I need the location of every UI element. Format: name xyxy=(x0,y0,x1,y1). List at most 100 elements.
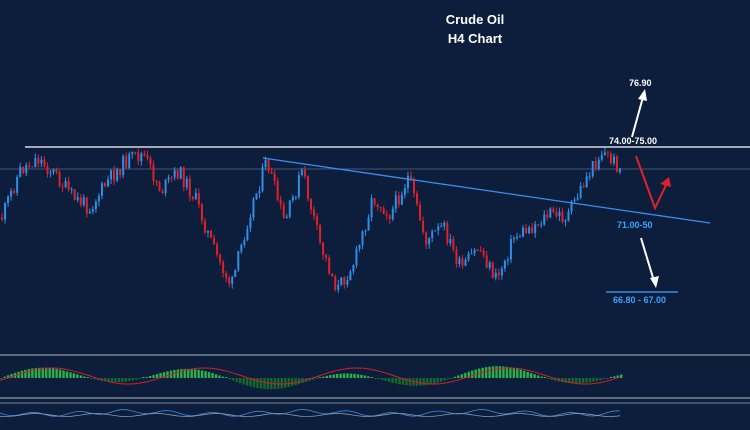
candle-body xyxy=(67,180,70,191)
histogram-bar xyxy=(218,375,221,378)
histogram-bar xyxy=(332,374,335,378)
candle-body xyxy=(276,180,279,200)
chart-title: Crude Oil xyxy=(445,12,505,27)
resistance-label: 74.00-75.00 xyxy=(609,136,658,146)
candle-body xyxy=(28,165,31,167)
histogram-bar xyxy=(554,378,557,381)
candle-body xyxy=(379,207,382,209)
candle-body xyxy=(97,195,100,202)
candle-body xyxy=(194,193,197,200)
candle-body xyxy=(13,190,16,193)
histogram-bar xyxy=(238,378,242,384)
candle-body xyxy=(246,228,249,241)
histogram-bar xyxy=(287,378,290,387)
histogram-bar xyxy=(290,378,294,387)
candle-body xyxy=(479,250,482,252)
histogram-bar xyxy=(574,378,578,384)
candle-body xyxy=(497,272,500,276)
histogram-bar xyxy=(58,369,62,378)
histogram-bar xyxy=(38,367,41,378)
candle-body xyxy=(370,198,373,218)
histogram-bar xyxy=(467,371,470,378)
candle-body xyxy=(494,272,497,278)
histogram-bar xyxy=(148,376,152,378)
histogram-bar xyxy=(207,372,211,378)
candle-body xyxy=(385,214,388,216)
histogram-bar xyxy=(72,373,76,378)
histogram-bar xyxy=(79,375,83,378)
candle-body xyxy=(243,240,246,245)
candle-body xyxy=(303,170,306,177)
candle-body xyxy=(325,254,328,258)
histogram-bar xyxy=(221,376,225,378)
candle-body xyxy=(461,258,464,266)
candle-body xyxy=(228,277,231,284)
candle-body xyxy=(340,277,343,285)
candle-body xyxy=(328,257,331,274)
candle-body xyxy=(576,197,579,200)
candle-body xyxy=(213,237,216,245)
candle-body xyxy=(543,214,546,225)
candle-body xyxy=(546,214,549,218)
candle-body xyxy=(534,224,537,234)
candle-body xyxy=(261,167,264,192)
histogram-bar xyxy=(616,375,619,378)
candle-body xyxy=(397,195,400,205)
candle-body xyxy=(537,224,540,226)
candle-body xyxy=(207,230,209,233)
candle-body xyxy=(358,245,361,249)
histogram-bar xyxy=(280,378,283,389)
candle-body xyxy=(91,209,94,212)
candle-body xyxy=(55,169,58,172)
candle-body xyxy=(419,204,422,221)
histogram-bar xyxy=(391,378,394,383)
histogram-bar xyxy=(381,378,384,380)
candle-body xyxy=(516,236,518,239)
histogram-bar xyxy=(152,375,155,378)
histogram-bar xyxy=(339,373,342,378)
histogram-bar xyxy=(0,378,3,379)
candle-body xyxy=(422,220,425,233)
candle-body xyxy=(252,199,255,218)
candle-body xyxy=(134,152,137,154)
candle-body xyxy=(522,227,525,237)
histogram-bar xyxy=(419,378,422,386)
candle-body xyxy=(40,159,43,164)
candle-body xyxy=(364,230,367,232)
histogram-bar xyxy=(93,378,96,380)
candle-body xyxy=(140,153,143,162)
signal-line xyxy=(0,367,621,385)
candle-body xyxy=(273,173,276,181)
candle-body xyxy=(491,262,494,278)
histogram-bar xyxy=(481,367,484,378)
candle-body xyxy=(585,176,588,187)
histogram-bar xyxy=(27,369,31,378)
candle-body xyxy=(231,276,234,284)
histogram-bar xyxy=(252,378,256,388)
candle-body xyxy=(558,211,561,217)
histogram-bar xyxy=(353,373,356,378)
oscillator-line xyxy=(0,409,621,417)
histogram-bar xyxy=(135,378,138,380)
histogram-bar xyxy=(519,369,522,378)
candle-body xyxy=(485,255,488,268)
histogram-bar xyxy=(235,378,238,382)
histogram-bar xyxy=(512,368,516,378)
scenario-arrowhead-down xyxy=(650,276,659,288)
candle-body xyxy=(567,211,570,221)
histogram-bar xyxy=(297,378,301,385)
candle-body xyxy=(476,250,479,252)
candle-body xyxy=(158,182,161,192)
histogram-bar xyxy=(103,378,107,382)
candle-body xyxy=(7,196,10,204)
candle-body xyxy=(434,230,437,232)
candle-body xyxy=(25,165,28,173)
candle-body xyxy=(34,157,37,168)
candle-body xyxy=(588,176,591,178)
chart-subtitle: H4 Chart xyxy=(447,31,503,46)
candle-body xyxy=(37,157,40,164)
histogram-bar xyxy=(374,378,377,379)
histogram-bar xyxy=(460,374,464,378)
candle-body xyxy=(61,186,64,188)
histogram-bar xyxy=(484,367,488,378)
